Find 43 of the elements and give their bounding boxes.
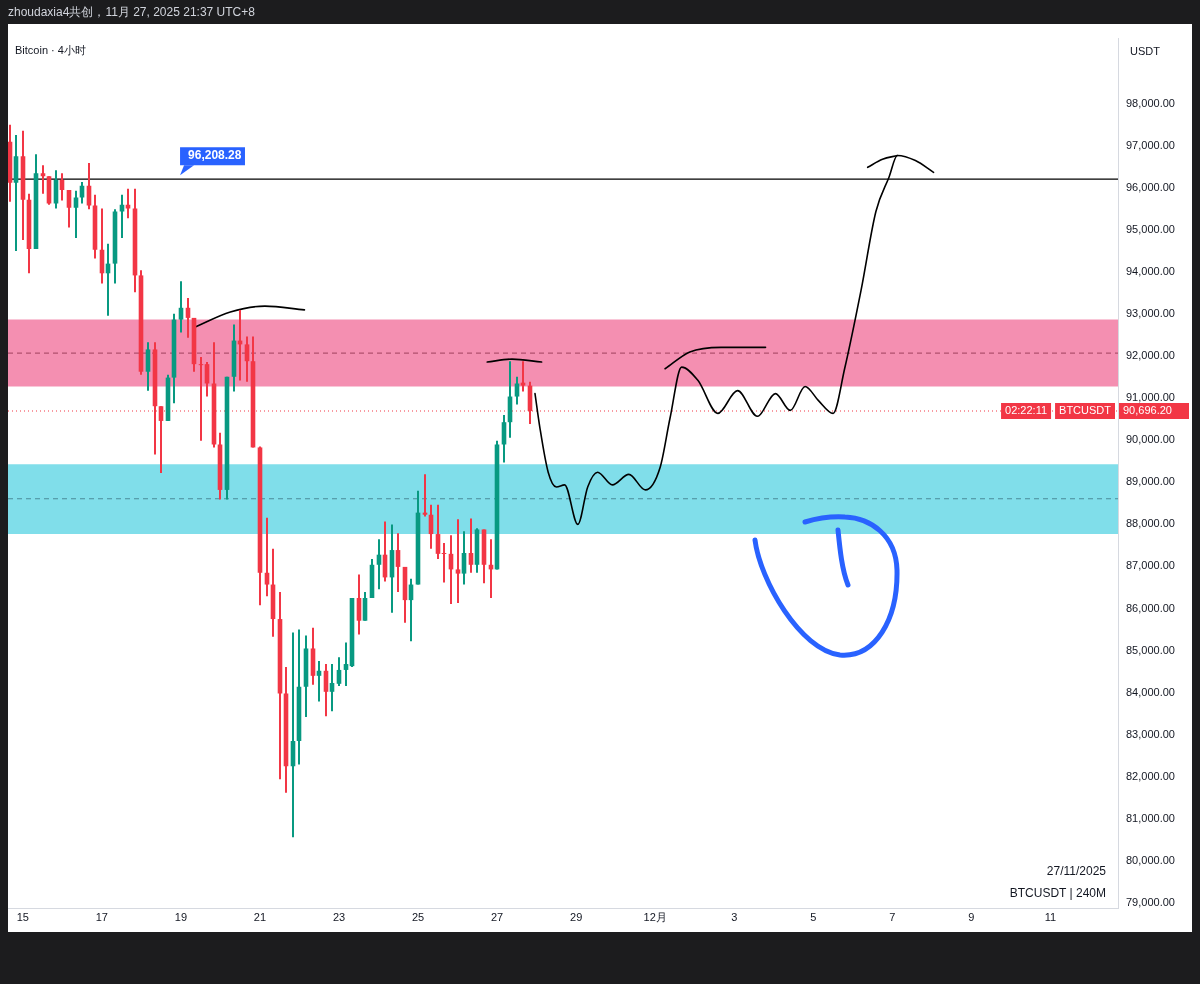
x-tick-label: 23 bbox=[332, 910, 346, 923]
y-axis-title: USDT bbox=[1130, 44, 1161, 57]
text: Bitcoin · 4小时 bbox=[15, 43, 86, 56]
x-tick-label: 3 bbox=[731, 910, 738, 923]
y-tick-label: 83,000.00 bbox=[1126, 727, 1175, 740]
y-tick-label: 91,000.00 bbox=[1126, 391, 1175, 404]
annotation: 02:22:11 bbox=[1005, 404, 1048, 417]
y-tick-label: 82,000.00 bbox=[1126, 769, 1175, 782]
y-tick-label: 92,000.00 bbox=[1126, 349, 1175, 362]
chart-subtitle: zhoudaxia4共创，11月 27, 2025 21:37 UTC+8 bbox=[8, 4, 255, 21]
y-tick-label: 87,000.00 bbox=[1126, 559, 1175, 572]
x-tick-label: 21 bbox=[253, 910, 267, 923]
x-tick-label: 12月 bbox=[643, 910, 667, 923]
annotation: BTCUSDT | 240M bbox=[1009, 886, 1106, 901]
x-tick-label: 11 bbox=[1044, 910, 1057, 923]
x-tick-label: 25 bbox=[411, 910, 425, 923]
ref-line-label: 90,696.20 bbox=[1123, 404, 1172, 417]
y-tick-label: 97,000.00 bbox=[1126, 138, 1175, 151]
y-tick-label: 95,000.00 bbox=[1126, 223, 1175, 236]
y-tick-label: 85,000.00 bbox=[1126, 643, 1175, 656]
x-tick-label: 17 bbox=[95, 910, 108, 923]
x-tick-label: 9 bbox=[968, 910, 975, 923]
x-tick-label: 27 bbox=[491, 910, 504, 923]
y-tick-label: 88,000.00 bbox=[1126, 517, 1175, 530]
y-tick-label: 98,000.00 bbox=[1126, 96, 1175, 109]
annotation: 27/11/2025 bbox=[1046, 864, 1107, 879]
x-tick-label: 15 bbox=[16, 910, 29, 923]
y-tick-label: 84,000.00 bbox=[1126, 685, 1175, 698]
y-tick-label: 80,000.00 bbox=[1126, 853, 1175, 866]
y-tick-label: 90,000.00 bbox=[1126, 433, 1175, 446]
annotation: BTCUSDT bbox=[1059, 404, 1112, 417]
y-tick-label: 81,000.00 bbox=[1126, 811, 1175, 824]
x-tick-label: 5 bbox=[810, 910, 817, 923]
x-tick-label: 7 bbox=[889, 910, 896, 923]
y-tick-label: 79,000.00 bbox=[1126, 895, 1175, 908]
x-tick-label: 29 bbox=[570, 910, 583, 923]
y-tick-label: 96,000.00 bbox=[1126, 180, 1175, 193]
x-tick-label: 19 bbox=[174, 910, 188, 923]
y-tick-label: 94,000.00 bbox=[1126, 265, 1175, 278]
ref-line-label: 96,208.28 bbox=[188, 148, 242, 163]
y-tick-label: 86,000.00 bbox=[1126, 601, 1175, 614]
y-tick-label: 89,000.00 bbox=[1126, 475, 1175, 488]
y-tick-label: 93,000.00 bbox=[1126, 307, 1175, 320]
